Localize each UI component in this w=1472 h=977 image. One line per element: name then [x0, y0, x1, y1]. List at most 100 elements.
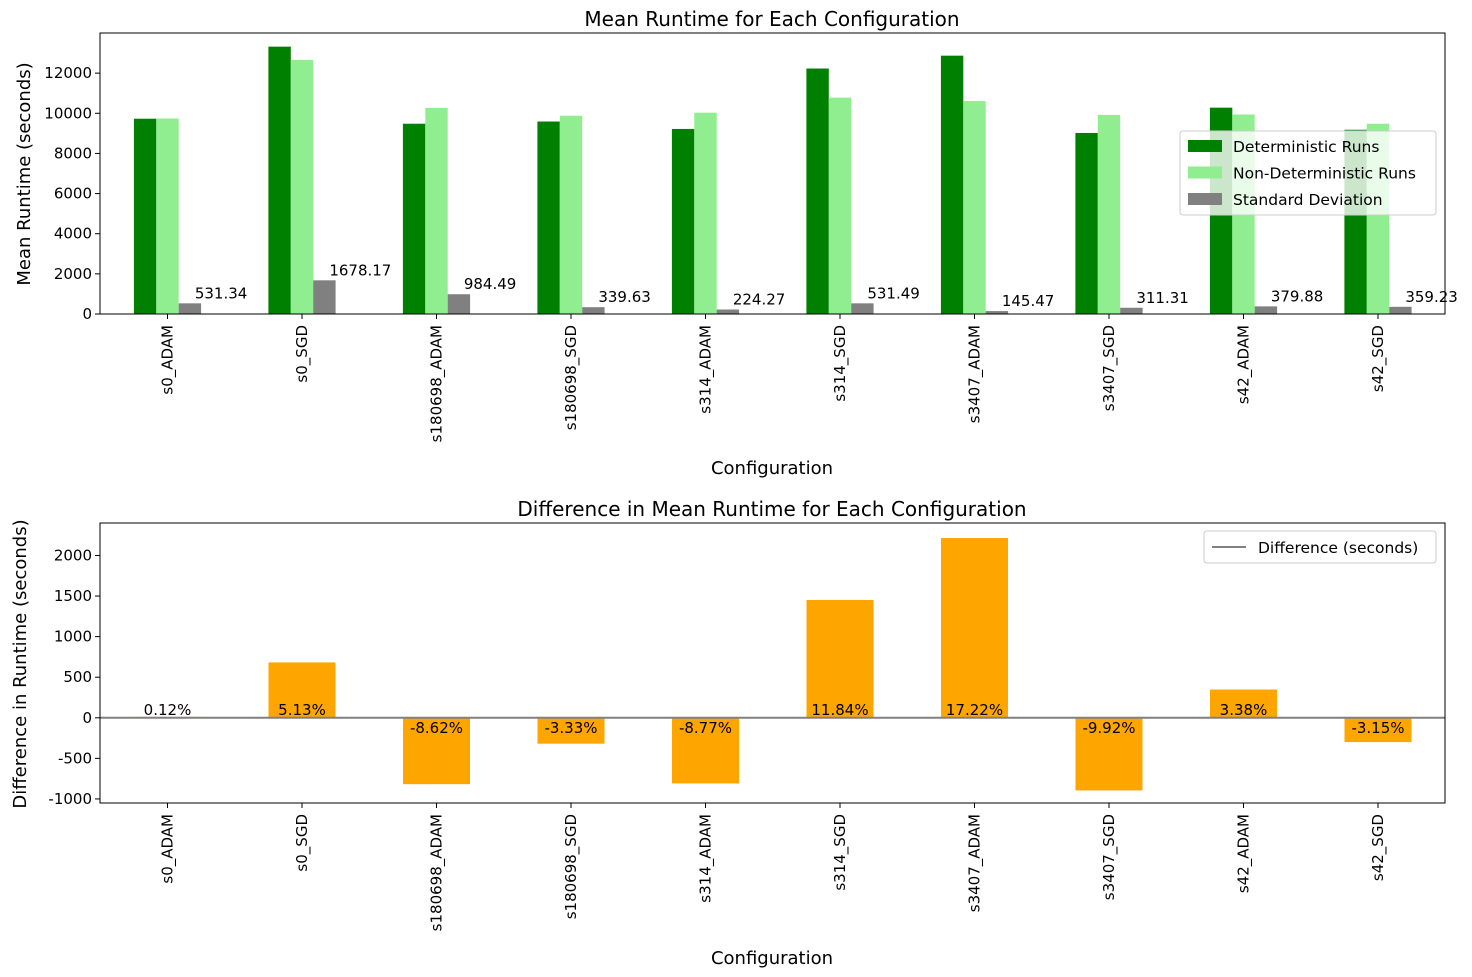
- x-tick-label: s42_SGD: [1369, 814, 1388, 881]
- bar-deterministic-runs: [940, 55, 964, 314]
- data-label: -8.77%: [679, 719, 732, 737]
- bar-deterministic-runs: [133, 118, 157, 314]
- x-tick-label: s180698_ADAM: [428, 814, 447, 931]
- data-label: 339.63: [598, 288, 651, 306]
- bar-standard-deviation: [178, 303, 202, 314]
- x-tick-label: s42_ADAM: [1235, 325, 1254, 404]
- legend-swatch: [1188, 166, 1222, 179]
- y-tick-label: 8000: [54, 144, 92, 162]
- x-tick-label: s0_SGD: [293, 814, 312, 872]
- data-label: 531.49: [867, 284, 920, 302]
- bar-difference: [537, 717, 605, 744]
- y-axis-label: Mean Runtime (seconds): [14, 62, 35, 285]
- data-label: 3.38%: [1220, 701, 1268, 719]
- bar-standard-deviation: [582, 307, 605, 314]
- bar-standard-deviation: [1120, 307, 1143, 314]
- bar-standard-deviation: [447, 294, 471, 314]
- x-tick-label: s0_SGD: [293, 325, 312, 383]
- x-tick-label: s180698_ADAM: [428, 325, 447, 442]
- legend-box: [1203, 530, 1437, 564]
- x-tick-label: s3407_ADAM: [966, 325, 985, 423]
- bar-deterministic-runs: [402, 123, 426, 314]
- bar-deterministic-runs: [268, 46, 291, 315]
- legend: Difference (seconds): [1203, 530, 1437, 564]
- y-tick-label: 6000: [54, 185, 92, 203]
- legend-swatch: [1188, 140, 1222, 152]
- bar-difference: [1075, 717, 1143, 791]
- y-axis-label: Difference in Runtime (seconds): [10, 519, 31, 808]
- bar-deterministic-runs: [1075, 132, 1098, 314]
- x-tick-label: s314_ADAM: [697, 814, 716, 903]
- bar-deterministic-runs: [537, 121, 560, 314]
- x-tick-label: s314_ADAM: [697, 325, 716, 414]
- data-label: -8.62%: [410, 719, 463, 737]
- x-axis-label: Configuration: [711, 458, 833, 479]
- data-label: 359.23: [1405, 288, 1458, 306]
- bar-non-deterministic-runs: [290, 59, 314, 314]
- x-tick-label: s314_SGD: [831, 814, 850, 891]
- data-label: 379.88: [1271, 287, 1324, 305]
- bar-non-deterministic-runs: [156, 118, 179, 314]
- x-tick-label: s3407_SGD: [1100, 325, 1119, 411]
- plot-frame: [99, 522, 1446, 804]
- bar-non-deterministic-runs: [1097, 114, 1121, 315]
- x-tick-label: s0_ADAM: [159, 814, 178, 884]
- x-tick-label: s42_ADAM: [1235, 814, 1254, 893]
- x-tick-label: s0_ADAM: [159, 325, 178, 395]
- chart-title: Difference in Mean Runtime for Each Conf…: [517, 497, 1026, 521]
- y-tick-label: 4000: [54, 225, 92, 243]
- y-tick-label: -1000: [48, 790, 92, 808]
- data-label: -3.33%: [544, 719, 597, 737]
- chart-title: Mean Runtime for Each Configuration: [584, 7, 959, 31]
- data-label: 17.22%: [946, 701, 1003, 719]
- y-tick-label: 0: [82, 709, 92, 727]
- difference-chart: Difference in Mean Runtime for Each Conf…: [10, 497, 1446, 969]
- data-label: -3.15%: [1351, 719, 1404, 737]
- x-tick-label: s3407_SGD: [1100, 814, 1119, 900]
- data-label: 224.27: [733, 290, 786, 308]
- bar-difference: [806, 599, 874, 718]
- legend-swatch: [1188, 193, 1222, 205]
- y-tick-label: -500: [58, 749, 92, 767]
- x-tick-label: s180698_SGD: [562, 814, 581, 919]
- bar-non-deterministic-runs: [694, 112, 717, 315]
- y-tick-label: 10000: [44, 104, 92, 122]
- bar-standard-deviation: [1254, 306, 1278, 314]
- legend: Deterministic Runs Non-Deterministic Runs…: [1179, 130, 1437, 216]
- data-label: 0.12%: [144, 701, 192, 719]
- bar-difference: [403, 717, 470, 785]
- data-label: 311.31: [1136, 289, 1189, 307]
- bar-standard-deviation: [313, 280, 336, 314]
- x-tick-label: s42_SGD: [1369, 325, 1388, 392]
- y-tick-label: 1500: [54, 587, 92, 605]
- bar-non-deterministic-runs: [559, 115, 583, 315]
- x-tick-label: s314_SGD: [831, 325, 850, 402]
- data-label: 984.49: [464, 275, 517, 293]
- y-tick-label: 1000: [54, 628, 92, 646]
- bar-standard-deviation: [851, 303, 874, 314]
- y-tick-label: 2000: [54, 546, 92, 564]
- legend-label: Standard Deviation: [1233, 191, 1383, 209]
- x-tick-label: s3407_ADAM: [966, 814, 985, 912]
- y-tick-label: 12000: [44, 64, 92, 82]
- legend-label: Deterministic Runs: [1233, 138, 1379, 156]
- data-label: 531.34: [195, 284, 248, 302]
- x-tick-label: s180698_SGD: [562, 325, 581, 430]
- bar-difference: [1210, 689, 1277, 718]
- data-label: 145.47: [1002, 292, 1055, 310]
- bar-non-deterministic-runs: [425, 107, 448, 315]
- bar-standard-deviation: [1389, 306, 1412, 314]
- data-label: 11.84%: [811, 701, 868, 719]
- mean-runtime-chart: Mean Runtime for Each Configuration Mean…: [14, 7, 1458, 479]
- legend-box: [1179, 130, 1437, 216]
- bar-difference: [941, 538, 1008, 718]
- bar-deterministic-runs: [806, 68, 829, 314]
- bar-non-deterministic-runs: [828, 97, 852, 314]
- bar-difference: [1344, 717, 1412, 743]
- bar-standard-deviation: [716, 309, 740, 314]
- bar-non-deterministic-runs: [963, 101, 986, 314]
- y-tick-label: 500: [63, 668, 92, 686]
- y-tick-label: 2000: [54, 265, 92, 283]
- data-label: 1678.17: [329, 261, 391, 279]
